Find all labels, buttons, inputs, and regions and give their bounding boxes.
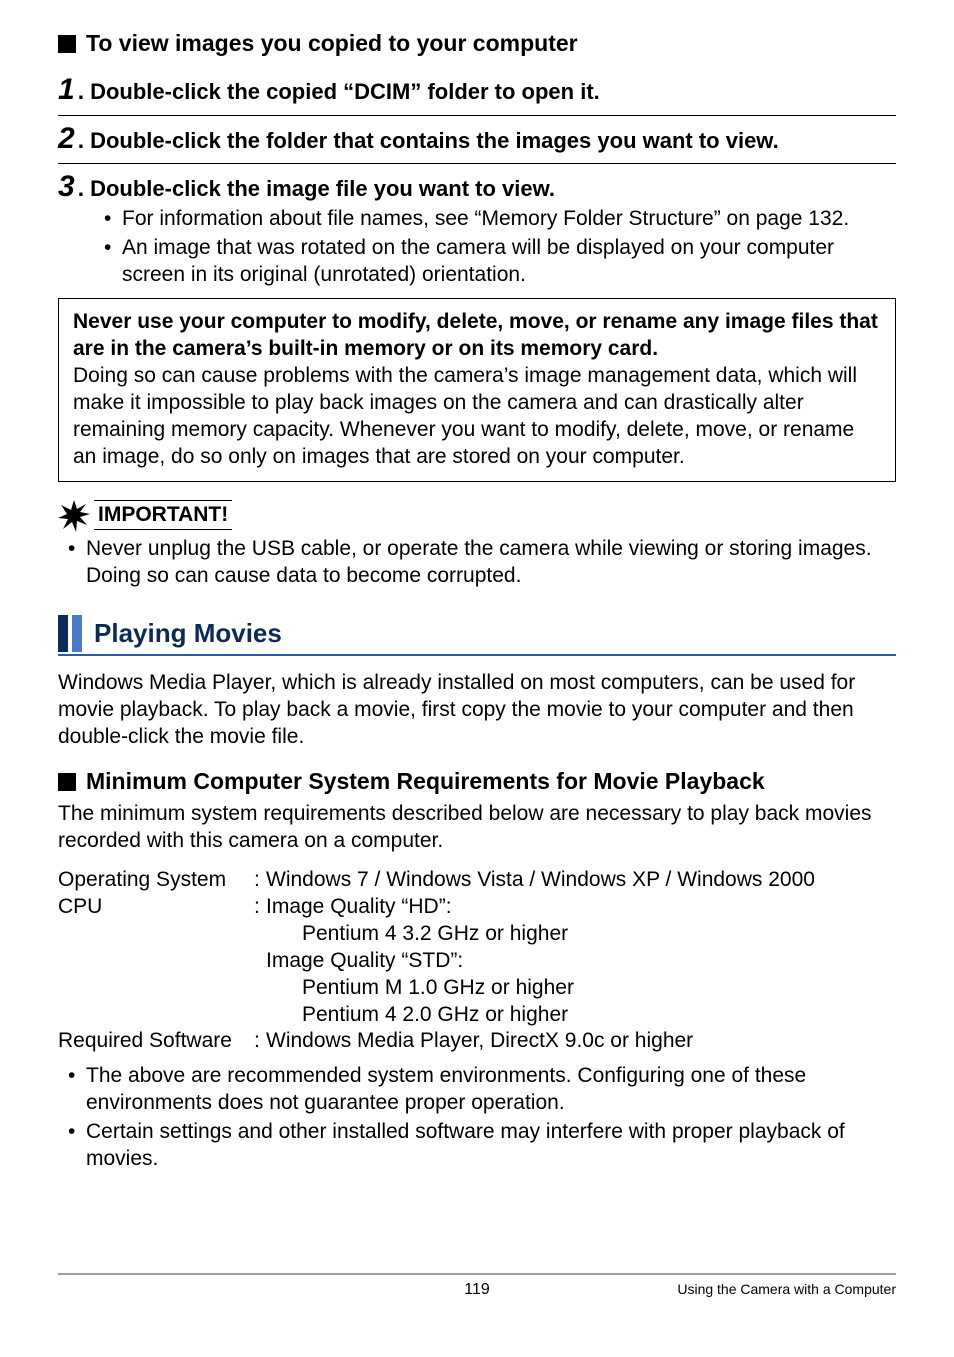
- section-heading-text: Playing Movies: [94, 615, 282, 651]
- list-item: For information about file names, see “M…: [104, 206, 896, 233]
- step-text: Double-click the copied “DCIM” folder to…: [90, 78, 600, 107]
- spec-label: Required Software: [58, 1028, 254, 1055]
- spec-label: Operating System: [58, 867, 254, 894]
- warning-box: Never use your computer to modify, delet…: [58, 298, 896, 481]
- list-item: The above are recommended system environ…: [68, 1063, 896, 1117]
- cpu-line: Pentium 4 3.2 GHz or higher: [266, 921, 896, 948]
- heading-text: To view images you copied to your comput…: [86, 30, 578, 57]
- requirements-intro: The minimum system requirements describe…: [58, 801, 896, 855]
- footer-page-number: 119: [464, 1281, 490, 1299]
- step-number: 2: [58, 124, 75, 154]
- step-3-sublist: For information about file names, see “M…: [104, 206, 896, 289]
- list-item: Never unplug the USB cable, or operate t…: [68, 536, 896, 590]
- page-footer: 119 Using the Camera with a Computer: [58, 1273, 896, 1305]
- spec-colon: :: [254, 867, 266, 894]
- cpu-line: Pentium M 1.0 GHz or higher: [266, 975, 896, 1002]
- spec-value-cpu: Image Quality “HD”: Pentium 4 3.2 GHz or…: [266, 894, 896, 1028]
- step-dot: .: [78, 78, 84, 105]
- step-number: 3: [58, 172, 75, 202]
- step-separator: [58, 115, 896, 116]
- spec-colon: :: [254, 894, 266, 1028]
- spec-value: Windows Media Player, DirectX 9.0c or hi…: [266, 1028, 896, 1055]
- important-heading: IMPORTANT!: [58, 500, 896, 532]
- important-label: IMPORTANT!: [94, 500, 232, 530]
- cpu-line: Image Quality “HD”:: [266, 894, 896, 921]
- spec-row-cpu: CPU : Image Quality “HD”: Pentium 4 3.2 …: [58, 894, 896, 1028]
- list-item: An image that was rotated on the camera …: [104, 235, 896, 289]
- section-heading-min-requirements: Minimum Computer System Requirements for…: [58, 768, 896, 795]
- section-body: Windows Media Player, which is already i…: [58, 670, 896, 751]
- burst-icon: [58, 500, 90, 532]
- spec-colon: :: [254, 1028, 266, 1055]
- cpu-line: Image Quality “STD”:: [266, 948, 896, 975]
- step-dot: .: [78, 127, 84, 154]
- list-item: Certain settings and other installed sof…: [68, 1119, 896, 1173]
- step-number: 1: [58, 75, 75, 105]
- important-label-box: IMPORTANT!: [94, 500, 232, 531]
- spec-label: CPU: [58, 894, 254, 1028]
- important-list: Never unplug the USB cable, or operate t…: [68, 536, 896, 590]
- spec-value: Windows 7 / Windows Vista / Windows XP /…: [266, 867, 896, 894]
- spec-row-os: Operating System : Windows 7 / Windows V…: [58, 867, 896, 894]
- section-heading-playing-movies: Playing Movies: [58, 615, 896, 655]
- footer-section-title: Using the Camera with a Computer: [677, 1281, 896, 1297]
- spec-table: Operating System : Windows 7 / Windows V…: [58, 867, 896, 1055]
- heading-bar-dark: [58, 615, 68, 651]
- warning-body-text: Doing so can cause problems with the cam…: [73, 364, 857, 468]
- section-heading-view-images: To view images you copied to your comput…: [58, 30, 896, 57]
- step-1: 1 . Double-click the copied “DCIM” folde…: [58, 75, 896, 107]
- warning-bold-text: Never use your computer to modify, delet…: [73, 310, 878, 360]
- cpu-line: Pentium 4 2.0 GHz or higher: [266, 1002, 896, 1029]
- notes-list: The above are recommended system environ…: [68, 1063, 896, 1173]
- step-separator: [58, 163, 896, 164]
- step-dot: .: [78, 175, 84, 202]
- step-text: Double-click the folder that contains th…: [90, 127, 779, 156]
- heading-text: Minimum Computer System Requirements for…: [86, 768, 765, 795]
- square-bullet-icon: [58, 773, 76, 791]
- step-text: Double-click the image file you want to …: [90, 175, 555, 204]
- page: To view images you copied to your comput…: [0, 0, 954, 1335]
- spec-row-software: Required Software : Windows Media Player…: [58, 1028, 896, 1055]
- square-bullet-icon: [58, 35, 76, 53]
- step-2: 2 . Double-click the folder that contain…: [58, 124, 896, 156]
- step-3: 3 . Double-click the image file you want…: [58, 172, 896, 288]
- heading-bar-light: [72, 615, 82, 651]
